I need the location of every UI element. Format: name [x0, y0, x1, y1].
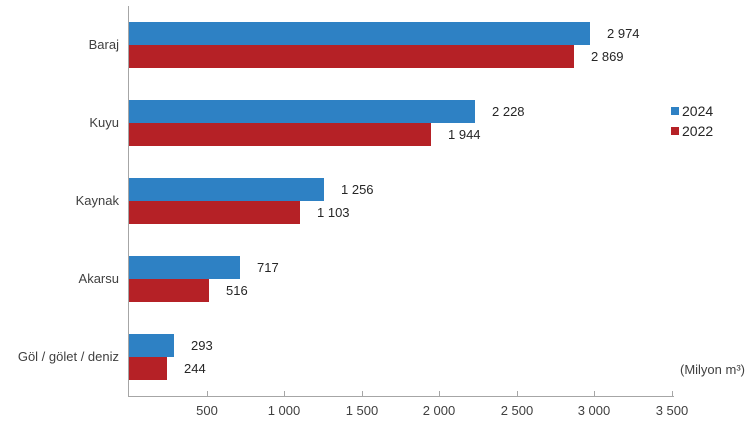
bar-2022: [129, 357, 167, 380]
x-axis-tick: [362, 391, 363, 396]
x-axis-tick-label: 1 500: [345, 403, 379, 418]
x-axis-tick: [207, 391, 208, 396]
value-label-2024: 2 228: [492, 104, 525, 119]
value-label-2024: 2 974: [607, 26, 640, 41]
bar-2024: [129, 256, 240, 279]
legend-swatch-2022: [671, 127, 679, 135]
category-label: Göl / gölet / deniz: [17, 349, 119, 364]
value-label-2022: 1 103: [317, 205, 350, 220]
legend: 2024 2022: [671, 101, 713, 141]
legend-item-2022: 2022: [671, 121, 713, 141]
x-axis-tick: [672, 391, 673, 396]
category-label: Kaynak: [75, 193, 119, 208]
x-axis-tick: [284, 391, 285, 396]
value-label-2022: 1 944: [448, 127, 481, 142]
value-label-2024: 293: [191, 338, 213, 353]
value-label-2022: 2 869: [591, 49, 624, 64]
unit-label: (Milyon m³): [680, 362, 745, 377]
y-axis-line: [128, 6, 129, 397]
category-label: Baraj: [88, 37, 119, 52]
x-axis-tick-label: 3 500: [655, 403, 689, 418]
legend-label-2024: 2024: [682, 103, 714, 119]
category-label: Kuyu: [89, 115, 119, 130]
x-axis-tick-label: 1 000: [267, 403, 301, 418]
value-label-2024: 717: [257, 260, 279, 275]
x-axis-tick-label: 2 000: [422, 403, 456, 418]
bar-2024: [129, 22, 590, 45]
value-label-2024: 1 256: [341, 182, 374, 197]
bar-2024: [129, 334, 174, 357]
x-axis-tick-label: 500: [196, 403, 218, 418]
value-label-2022: 516: [226, 283, 248, 298]
bar-2022: [129, 45, 574, 68]
value-label-2022: 244: [184, 361, 206, 376]
x-axis-tick: [517, 391, 518, 396]
bar-2022: [129, 201, 300, 224]
x-axis-tick-label: 3 000: [577, 403, 611, 418]
category-label: Akarsu: [78, 271, 119, 286]
x-axis-tick: [594, 391, 595, 396]
bar-2022: [129, 279, 209, 302]
x-axis-tick-label: 2 500: [500, 403, 534, 418]
x-axis-line: [128, 396, 674, 397]
legend-item-2024: 2024: [671, 101, 713, 121]
bar-2022: [129, 123, 431, 146]
bar-2024: [129, 100, 475, 123]
bar-2024: [129, 178, 324, 201]
legend-swatch-2024: [671, 107, 679, 115]
legend-label-2022: 2022: [682, 123, 714, 139]
x-axis-tick: [439, 391, 440, 396]
